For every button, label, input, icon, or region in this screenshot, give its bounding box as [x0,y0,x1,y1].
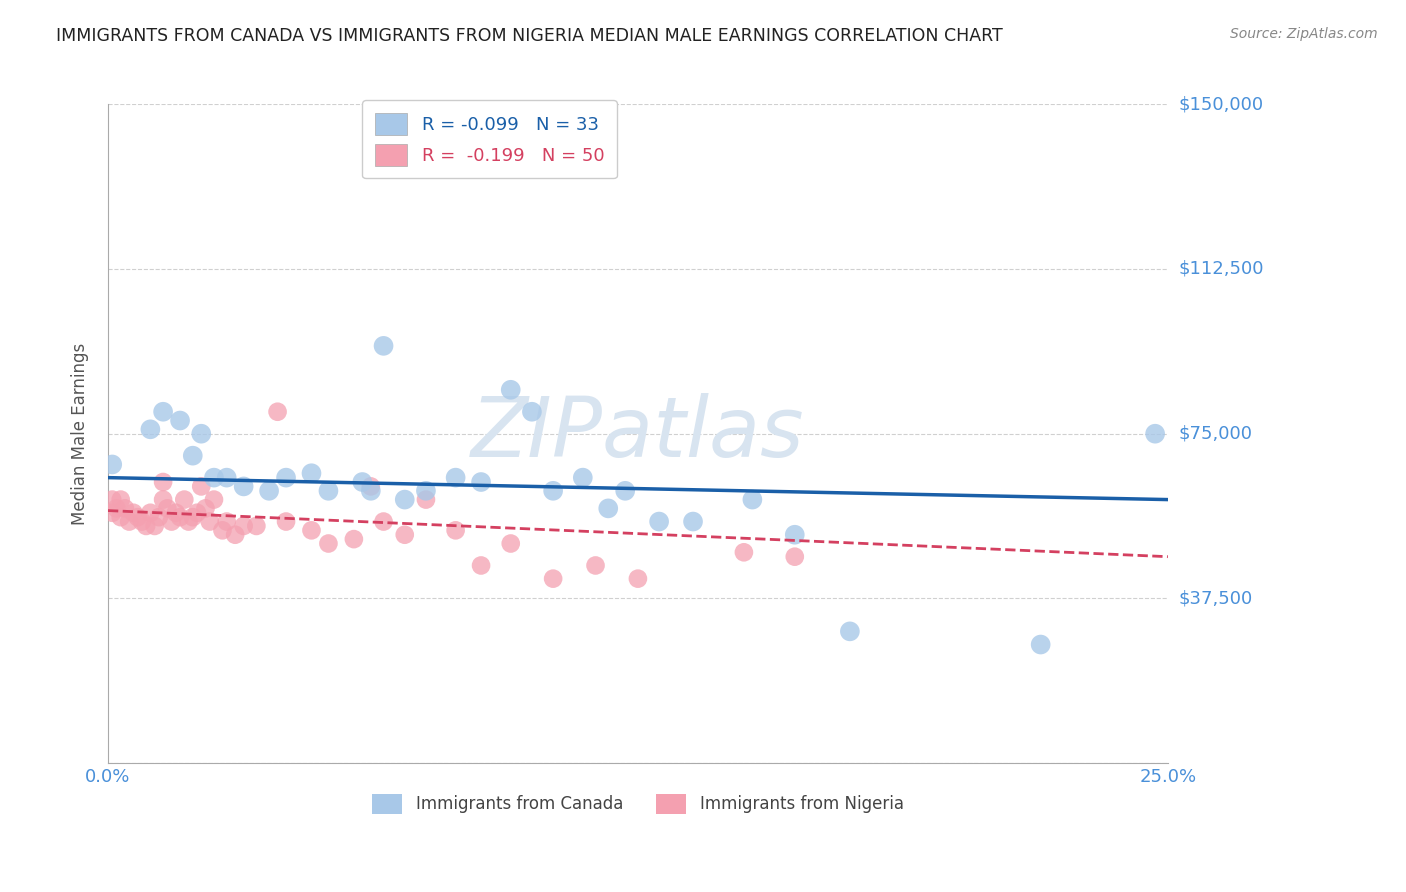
Point [352,475,374,489]
Point [257,483,280,498]
Legend: Immigrants from Canada, Immigrants from Nigeria: Immigrants from Canada, Immigrants from … [366,787,910,821]
Text: $37,500: $37,500 [1180,590,1253,607]
Point [301,467,323,481]
Point [301,524,323,538]
Point [232,479,254,493]
Point [572,470,595,484]
Point [360,479,382,493]
Point [444,470,467,484]
Point [373,515,395,529]
Point [274,515,297,529]
Point [101,492,124,507]
Point [160,515,183,529]
Text: $112,500: $112,500 [1180,260,1264,278]
Point [614,483,637,498]
Point [190,426,212,441]
Point [648,515,671,529]
Point [194,501,217,516]
Point [1144,426,1167,441]
Point [148,510,170,524]
Point [181,449,204,463]
Point [135,519,157,533]
Point [156,501,179,516]
Point [360,483,382,498]
Point [499,536,522,550]
Text: IMMIGRANTS FROM CANADA VS IMMIGRANTS FROM NIGERIA MEDIAN MALE EARNINGS CORRELATI: IMMIGRANTS FROM CANADA VS IMMIGRANTS FRO… [56,27,1002,45]
Point [110,510,132,524]
Point [139,422,162,436]
Point [114,501,136,516]
Point [177,515,200,529]
Point [215,515,238,529]
Point [394,492,416,507]
Point [169,413,191,427]
Point [143,519,166,533]
Text: Source: ZipAtlas.com: Source: ZipAtlas.com [1230,27,1378,41]
Point [232,519,254,533]
Point [202,492,225,507]
Point [118,515,141,529]
Point [627,572,650,586]
Point [122,506,145,520]
Text: $75,000: $75,000 [1180,425,1253,442]
Point [245,519,267,533]
Point [202,470,225,484]
Point [105,501,128,516]
Point [211,524,233,538]
Point [110,492,132,507]
Point [783,549,806,564]
Point [415,483,437,498]
Point [1029,638,1052,652]
Point [318,483,340,498]
Point [152,492,174,507]
Point [152,405,174,419]
Point [198,515,221,529]
Point [733,545,755,559]
Point [139,506,162,520]
Point [682,515,704,529]
Point [598,501,620,516]
Y-axis label: Median Male Earnings: Median Male Earnings [72,343,89,524]
Point [394,527,416,541]
Point [520,405,543,419]
Point [131,515,153,529]
Point [165,506,187,520]
Point [318,536,340,550]
Point [783,527,806,541]
Point [186,506,208,520]
Point [101,506,124,520]
Point [541,572,564,586]
Point [499,383,522,397]
Point [541,483,564,498]
Text: $150,000: $150,000 [1180,95,1264,113]
Point [215,470,238,484]
Point [585,558,607,573]
Point [169,510,191,524]
Point [741,492,763,507]
Point [152,475,174,489]
Point [274,470,297,484]
Point [190,479,212,493]
Point [444,524,467,538]
Point [224,527,246,541]
Point [181,510,204,524]
Point [373,339,395,353]
Point [173,492,195,507]
Point [101,458,124,472]
Text: ZIPatlas: ZIPatlas [471,393,804,475]
Point [343,532,366,546]
Point [266,405,288,419]
Point [470,475,492,489]
Point [838,624,860,639]
Point [470,558,492,573]
Point [415,492,437,507]
Point [127,510,149,524]
